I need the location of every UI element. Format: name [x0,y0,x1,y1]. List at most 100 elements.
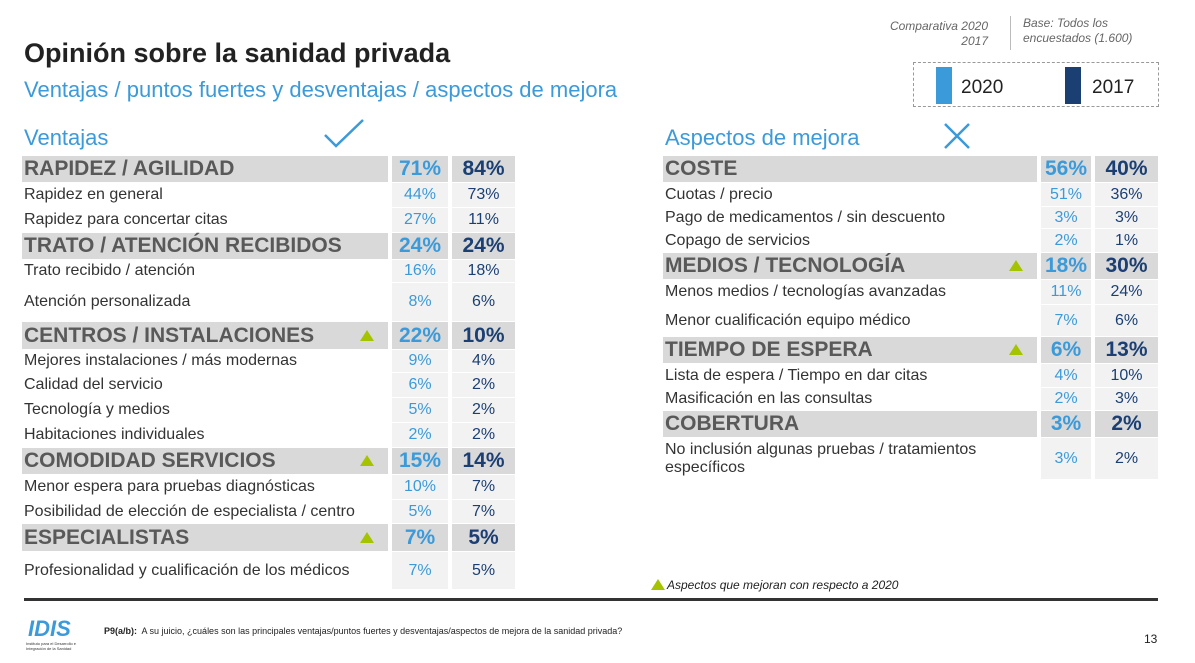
improve-marker [1009,344,1023,355]
row-label: Atención personalizada [24,293,191,310]
row-label: TIEMPO DE ESPERA [663,337,1037,363]
group-row: CENTROS / INSTALACIONES 22% 10% [22,322,515,349]
value-2020: 56% [1041,156,1091,182]
item-row: Calidad del servicio 6% 2% [22,373,515,397]
value-2017: 84% [452,156,515,182]
value-2020: 5% [392,398,448,422]
logo-text: IDIS [28,616,71,640]
row-label: RAPIDEZ / AGILIDAD [22,156,388,182]
legend-swatch [936,67,952,104]
base: Base: Todos los encuestados (1.600) [1023,16,1132,46]
item-row: Menor espera para pruebas diagnósticas 10… [22,475,515,499]
improve-marker [360,455,374,466]
value-2020: 8% [392,283,448,321]
value-2020: 7% [392,524,448,551]
row-label: No inclusión algunas pruebas / tratamien… [665,440,977,476]
comparison-line: Comparativa 2020 [889,19,988,33]
value-2020: 3% [1041,207,1091,228]
value-2017: 5% [452,524,515,551]
value-2017: 10% [1095,364,1158,387]
value-2017: 36% [1095,183,1158,206]
row-label: Tecnología y medios [24,401,170,418]
item-row: Tecnología y medios 5% 2% [22,398,515,422]
item-row: No inclusión algunas pruebas / tratamien… [663,438,1158,479]
table-heading: Aspectos de mejora [665,125,860,150]
item-row: Atención personalizada 8% 6% [22,283,515,321]
row-label: Trato recibido / atención [24,262,196,279]
row-label: Masificación en las consultas [665,390,873,407]
value-2017: 10% [452,322,515,349]
improve-marker [360,531,374,543]
value-2020: 27% [392,208,448,232]
row-label: Pago de medicamentos / sin descuento [665,208,946,226]
legend-label: 2017 [1092,77,1135,98]
row-label: COBERTURA [663,411,1037,437]
row-label: Copago de servicios [665,231,810,249]
value-2020: 9% [392,350,448,372]
value-2020: 51% [1041,183,1091,206]
value-2020: 6% [1041,337,1091,363]
value-2017: 30% [1095,253,1158,279]
subtitle: Ventajas / puntos fuertes y desventajas … [24,77,618,102]
value-2017: 4% [452,350,515,372]
value-2017: 2% [452,373,515,397]
logo-caption: Instituto para el Desarrollo e Integraci… [26,641,77,651]
value-2017: 18% [452,260,515,282]
row-label: Calidad del servicio [24,376,163,393]
group-row: TIEMPO DE ESPERA 6% 13% [663,337,1158,363]
row-label: Rapidez en general [24,186,163,203]
comparison: Comparativa 2020 2017 [890,19,988,49]
value-2020: 71% [392,156,448,182]
group-row: COMODIDAD SERVICIOS 15% 14% [22,448,515,474]
value-2017: 24% [452,233,515,259]
value-2020: 15% [392,448,448,474]
value-2017: 2% [452,423,515,447]
row-label: ESPECIALISTAS [22,524,388,551]
value-2020: 44% [392,183,448,207]
value-2017: 6% [452,283,515,321]
value-2017: 7% [452,500,515,523]
group-row: TRATO / ATENCIÓN RECIBIDOS 24% 24% [22,233,515,259]
check-icon [324,119,364,148]
item-row: Rapidez en general 44% 73% [22,183,515,207]
value-2020: 4% [1041,364,1091,387]
group-row: COSTE 56% 40% [663,156,1158,182]
comparison-line: 2017 [961,34,988,48]
row-label: Profesionalidad y cualificación de los m… [24,561,350,579]
value-2017: 2% [1095,411,1158,437]
value-2020: 22% [392,322,448,349]
row-label: MEDIOS / TECNOLOGÍA [663,253,1037,279]
value-2020: 3% [1041,438,1091,479]
cross-icon [944,123,970,149]
improve-marker [1009,260,1023,271]
row-label: Mejores instalaciones / más modernas [24,352,298,369]
row-label: Habitaciones individuales [24,426,205,443]
group-row: ESPECIALISTAS 7% 5% [22,524,515,551]
value-2017: 3% [1095,388,1158,410]
group-row: MEDIOS / TECNOLOGÍA 18% 30% [663,253,1158,279]
item-row: Cuotas / precio 51% 36% [663,183,1158,206]
value-2020: 5% [392,500,448,523]
title: Opinión sobre la sanidad privada [24,38,451,68]
value-2020: 10% [392,475,448,499]
item-row: Menos medios / tecnologías avanzadas 11% 2… [663,280,1158,304]
value-2017: 2% [452,398,515,422]
row-label: Lista de espera / Tiempo en dar citas [665,366,928,384]
row-label: Menor espera para pruebas diagnósticas [24,478,315,495]
item-row: Trato recibido / atención 16% 18% [22,260,515,282]
question-code: P9(a/b): [104,626,138,636]
row-label: CENTROS / INSTALACIONES [22,322,388,349]
item-row: Habitaciones individuales 2% 2% [22,423,515,447]
value-2020: 18% [1041,253,1091,279]
value-2017: 11% [452,208,515,232]
row-label: TRATO / ATENCIÓN RECIBIDOS [22,233,388,259]
value-2017: 2% [1095,438,1158,479]
item-row: Copago de servicios 2% 1% [663,229,1158,252]
question-text: A su juicio, ¿cuáles son las principales… [141,626,623,636]
value-2017: 3% [1095,207,1158,228]
item-row: Menor cualificación equipo médico 7% 6% [663,305,1158,336]
logo: IDIS [28,616,71,640]
row-label: Rapidez para concertar citas [24,211,228,228]
value-2017: 5% [452,552,515,589]
